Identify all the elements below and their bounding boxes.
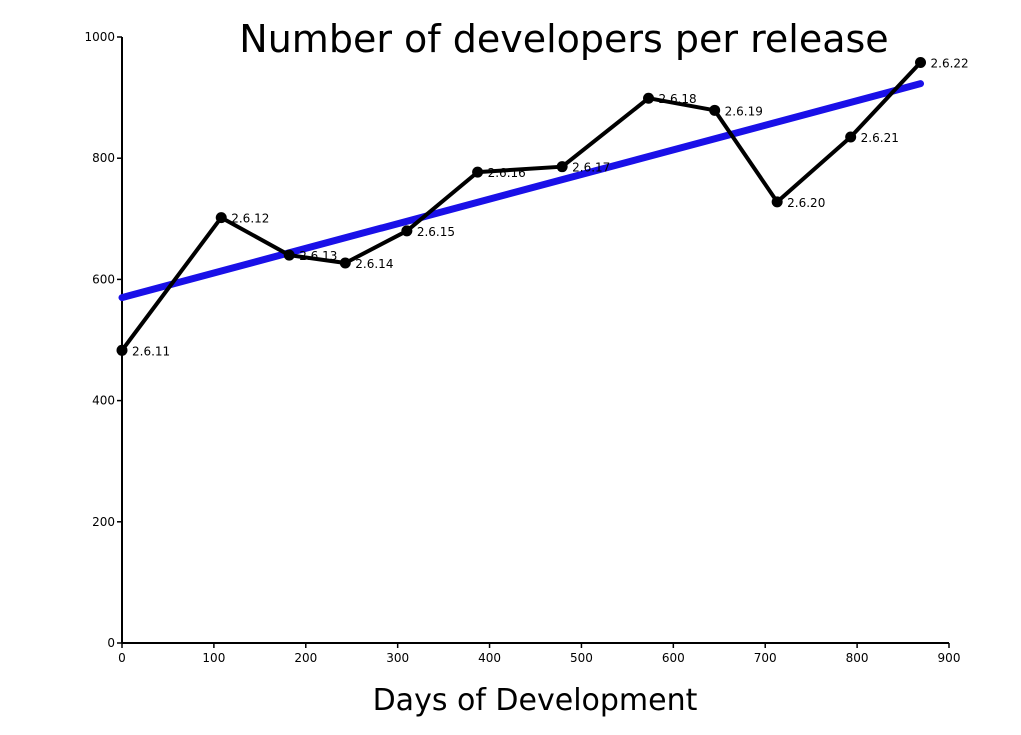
data-point-label: 2.6.14: [355, 257, 393, 271]
data-point-label: 2.6.12: [231, 212, 269, 226]
series-layer: [116, 56, 927, 356]
data-point: [283, 249, 295, 261]
point-labels-layer: 2.6.11 2.6.12 2.6.13 2.6.14 2.6.15 2.6.16 2.6.…: [132, 56, 969, 358]
data-point-label: 2.6.16: [488, 166, 526, 180]
data-point-label: 2.6.15: [417, 225, 455, 239]
data-point: [401, 225, 413, 237]
series-line: [120, 61, 922, 352]
trend-line-layer: [118, 80, 925, 302]
x-tick-label: 200: [294, 651, 317, 665]
y-tick-label: 1000: [84, 30, 115, 44]
y-tick-label: 600: [92, 272, 115, 286]
data-point: [472, 166, 484, 178]
data-point-label: 2.6.13: [299, 249, 337, 263]
y-tick-label: 800: [92, 151, 115, 165]
chart-title: Number of developers per release: [239, 17, 888, 61]
data-point-label: 2.6.11: [132, 344, 170, 358]
x-tick-label: 600: [662, 651, 685, 665]
data-point: [709, 104, 721, 116]
x-tick-label: 100: [202, 651, 225, 665]
data-point: [915, 56, 927, 68]
data-point: [771, 196, 783, 208]
x-tick-label: 400: [478, 651, 501, 665]
y-tick-label: 400: [92, 394, 115, 408]
y-tick-label: 200: [92, 515, 115, 529]
data-point-label: 2.6.19: [725, 104, 763, 118]
x-tick-label: 500: [570, 651, 593, 665]
x-tick-label: 900: [938, 651, 961, 665]
data-point-label: 2.6.18: [659, 92, 697, 106]
data-point: [556, 161, 568, 173]
x-tick-label: 300: [386, 651, 409, 665]
x-axis-label: Days of Development: [373, 683, 698, 718]
x-tick-label: 0: [118, 651, 126, 665]
data-point: [215, 212, 227, 224]
data-point: [643, 92, 655, 104]
data-point-label: 2.6.17: [572, 161, 610, 175]
data-point: [845, 131, 857, 143]
data-point: [339, 257, 351, 269]
y-tick-label: 0: [107, 636, 115, 650]
x-tick-label: 700: [754, 651, 777, 665]
data-point-label: 2.6.20: [787, 196, 825, 210]
data-point-label: 2.6.21: [861, 131, 899, 145]
axes: 0 100 200 300 400 500 600 700 800 900 0 200 400 600 80…: [84, 30, 960, 665]
x-tick-label: 800: [846, 651, 869, 665]
trend-line: [118, 80, 925, 302]
data-point: [116, 344, 128, 356]
data-point-label: 2.6.22: [931, 56, 969, 70]
